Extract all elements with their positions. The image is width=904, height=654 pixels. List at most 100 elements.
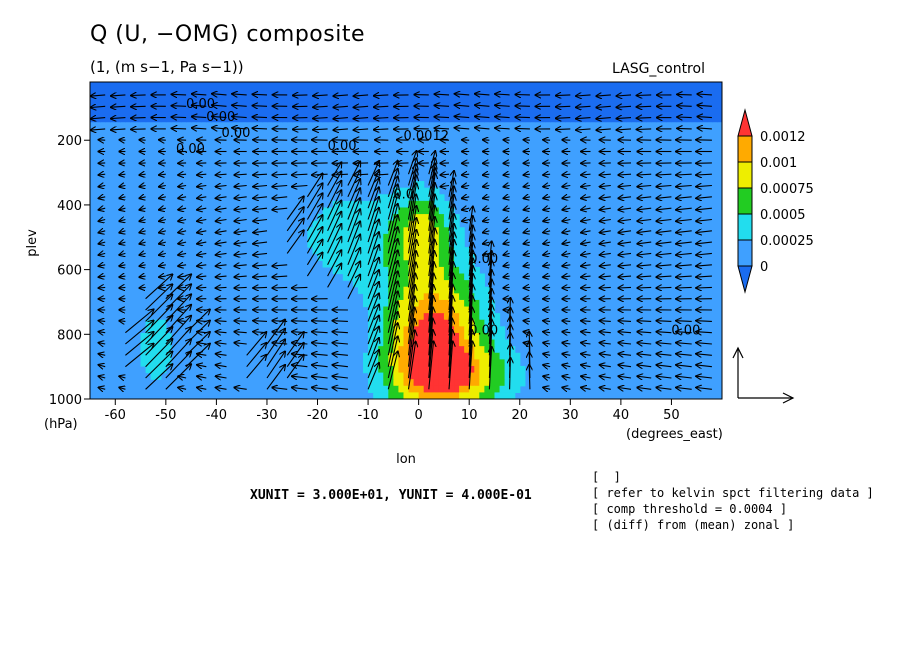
field-cell: [347, 82, 354, 90]
wind-vector: [600, 343, 611, 344]
field-cell: [433, 372, 440, 380]
field-cell: [378, 293, 384, 301]
field-cell: [433, 260, 440, 268]
field-cell: [165, 88, 172, 96]
field-cell: [630, 101, 637, 110]
wind-vector: [696, 287, 712, 288]
field-cell: [378, 227, 384, 235]
field-cell: [368, 346, 374, 354]
field-cell: [454, 240, 460, 248]
field-cell: [474, 273, 480, 281]
field-cell: [514, 108, 521, 116]
field-cell: [504, 372, 511, 380]
field-cell: [560, 88, 566, 96]
field-cell: [383, 108, 389, 116]
field-cell: [676, 95, 683, 103]
field-cell: [201, 82, 207, 90]
field-cell: [459, 379, 465, 387]
wind-vector: [637, 253, 652, 255]
wind-vector: [581, 186, 591, 187]
field-cell: [489, 115, 496, 123]
field-cell: [418, 313, 425, 321]
field-cell: [438, 372, 445, 380]
wind-vector: [246, 355, 267, 379]
field-cell: [423, 240, 430, 248]
field-cell: [443, 313, 450, 321]
field-cell: [575, 108, 582, 116]
field-cell: [383, 200, 389, 209]
wind-vector: [455, 105, 470, 106]
field-cell: [529, 101, 536, 110]
field-cell: [175, 101, 182, 110]
field-cell: [438, 359, 445, 367]
wind-vector: [347, 179, 360, 209]
field-cell: [671, 115, 678, 123]
field-cell: [428, 365, 435, 374]
field-cell: [585, 108, 592, 116]
field-cell: [272, 95, 278, 103]
field-cell: [317, 108, 324, 116]
field-cell: [155, 372, 162, 380]
field-cell: [484, 286, 491, 294]
wind-vector: [272, 287, 288, 288]
field-cell: [418, 266, 425, 275]
wind-vector: [676, 365, 692, 367]
field-cell: [408, 115, 415, 123]
field-cell: [383, 260, 389, 268]
wind-vector: [235, 186, 247, 187]
field-cell: [459, 280, 465, 288]
field-cell: [696, 95, 703, 103]
wind-vector: [334, 129, 348, 130]
wind-vector: [91, 129, 106, 130]
x-tick-label: -40: [206, 408, 227, 423]
wind-vector: [272, 197, 288, 199]
wind-vector: [516, 117, 530, 118]
field-cell: [231, 82, 238, 90]
field-cell: [363, 214, 369, 222]
field-cell: [575, 82, 582, 90]
field-cell: [373, 108, 379, 116]
wind-vector: [462, 174, 470, 175]
wind-vector: [556, 106, 571, 107]
field-cell: [150, 372, 157, 380]
wind-vector: [145, 364, 173, 390]
field-cell: [433, 293, 440, 301]
field-cell: [418, 233, 425, 242]
field-cell: [322, 240, 329, 248]
field-cell: [398, 365, 405, 374]
field-cell: [565, 82, 571, 90]
field-cell: [393, 359, 400, 367]
field-cell: [499, 346, 506, 354]
field-cell: [448, 392, 455, 399]
field-cell: [676, 108, 683, 116]
field-cell: [423, 352, 430, 360]
wind-vector: [581, 343, 591, 344]
field-cell: [216, 82, 223, 90]
field-cell: [509, 95, 516, 103]
field-cell: [671, 108, 678, 116]
wind-vector: [676, 186, 692, 187]
field-cell: [236, 88, 243, 96]
contour-label: 0.00: [469, 252, 498, 267]
field-cell: [443, 82, 450, 90]
field-cell: [651, 101, 657, 110]
field-cell: [418, 352, 425, 360]
field-cell: [155, 115, 162, 123]
field-cell: [545, 108, 551, 116]
field-cell: [368, 227, 374, 235]
field-cell: [160, 101, 167, 110]
wind-vector: [619, 276, 632, 277]
field-cell: [165, 101, 172, 110]
field-cell: [322, 95, 329, 103]
wind-vector: [246, 332, 267, 356]
field-cell: [378, 233, 384, 242]
field-cell: [282, 115, 288, 123]
field-cell: [160, 319, 167, 327]
wind-vector: [696, 343, 712, 344]
field-cell: [499, 352, 506, 360]
wind-vector: [581, 265, 591, 266]
field-cell: [489, 88, 496, 96]
field-cell: [433, 319, 440, 327]
field-cell: [398, 260, 405, 268]
field-cell: [388, 286, 394, 294]
